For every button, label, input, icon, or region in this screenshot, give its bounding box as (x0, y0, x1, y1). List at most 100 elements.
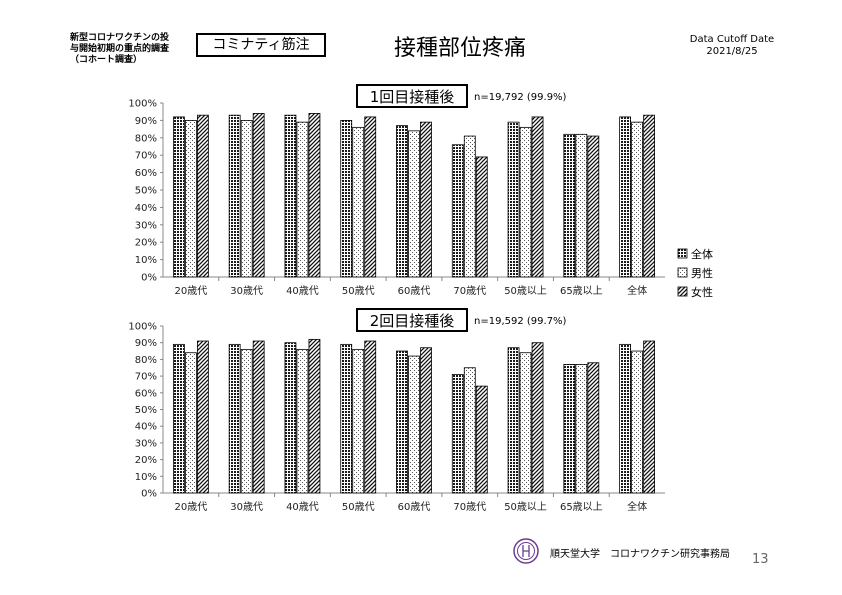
bar (507, 121, 520, 278)
bar (184, 352, 197, 494)
bar (475, 385, 488, 494)
bar (420, 121, 432, 278)
x-tick-label: 50歳以上 (504, 501, 547, 513)
x-tick-label: 60歳代 (398, 501, 431, 513)
bar (284, 342, 297, 494)
y-tick-label: 10% (135, 255, 157, 266)
chart-1: 0% 10% 20% 30% 40% 50% 60% 70% 80% 90% 100% 20歳代 30歳… (128, 84, 665, 297)
bar (352, 126, 365, 278)
y-tick-label: 80% (135, 133, 157, 144)
y-tick-label: 10% (135, 472, 157, 483)
bar (196, 114, 209, 278)
study-label-line-3: （コホート調査） (70, 55, 143, 65)
y-tick-label: 70% (135, 372, 157, 383)
bar (228, 114, 241, 278)
chart-title-box (356, 84, 468, 108)
y-tick-label: 40% (135, 422, 157, 433)
y-tick-label: 0% (141, 273, 157, 284)
cutoff-label: Data Cutoff Date (689, 34, 775, 45)
y-tick-label: 0% (141, 489, 157, 500)
footer-institution: 順天堂大学 コロナワクチン研究事務局 (550, 549, 730, 560)
legend-label: 女性 (691, 285, 713, 299)
y-tick-label: 60% (135, 388, 157, 399)
x-tick-label: 30歳代 (230, 285, 263, 297)
bar (408, 355, 420, 494)
x-tick-label: 20歳代 (175, 285, 208, 297)
bar (563, 364, 576, 494)
bar (451, 144, 464, 278)
study-label: 新型コロナワクチンの投 与開始初期の重点的調査 （コホート調査） (70, 33, 200, 66)
legend-swatch (677, 248, 688, 259)
x-tick-label: 全体 (627, 500, 647, 513)
bar (228, 343, 241, 494)
x-tick-label: 65歳以上 (560, 501, 603, 513)
bar (364, 340, 377, 494)
bar (519, 126, 532, 278)
bar (619, 116, 632, 278)
bar (475, 156, 488, 278)
y-tick-label: 100% (128, 322, 157, 333)
x-tick-label: 全体 (627, 284, 647, 297)
y-tick-label: 80% (135, 355, 157, 366)
bar (352, 348, 365, 494)
bar (252, 113, 265, 278)
x-tick-label: 40歳代 (286, 285, 319, 297)
x-tick-label: 40歳代 (286, 501, 319, 513)
y-tick-label: 20% (135, 455, 157, 466)
bar (296, 121, 309, 278)
bar (643, 340, 656, 494)
x-tick-label: 50歳代 (342, 501, 375, 513)
bar (252, 340, 265, 494)
bar (340, 120, 353, 278)
legend-swatch (677, 267, 688, 278)
x-tick-label: 60歳代 (398, 285, 431, 297)
y-tick-label: 70% (135, 151, 157, 162)
vaccine-name-box: コミナティ筋注 (196, 33, 326, 57)
bar (396, 350, 408, 494)
chart-2: 0% 10% 20% 30% 40% 50% 60% 70% 80% 90% 100% 20歳代 30歳… (128, 308, 665, 513)
bar (296, 348, 309, 494)
y-tick-label: 50% (135, 405, 157, 416)
y-tick-label: 20% (135, 238, 157, 249)
bar (308, 338, 321, 494)
page-number: 13 (752, 552, 769, 567)
y-tick-label: 30% (135, 220, 157, 231)
bar (396, 125, 408, 278)
bar (420, 347, 432, 494)
bar (240, 120, 253, 278)
bar (463, 135, 476, 278)
bar (184, 120, 197, 278)
y-tick-label: 60% (135, 168, 157, 179)
bar (172, 116, 185, 278)
bar (507, 347, 520, 494)
bar (451, 374, 464, 494)
chart-title: 2回目接種後 (370, 312, 455, 330)
x-tick-label: 30歳代 (230, 501, 263, 513)
bar (631, 121, 644, 278)
legend-swatch (677, 286, 688, 297)
bar (619, 343, 632, 494)
chart-title-box (356, 308, 468, 332)
chart-subtitle: n=19,592 (99.7%) (474, 316, 567, 327)
bar (308, 113, 321, 278)
y-tick-label: 40% (135, 203, 157, 214)
study-label-line-1: 新型コロナワクチンの投 (70, 33, 170, 43)
bar (196, 340, 209, 494)
page-title: 接種部位疼痛 (393, 36, 526, 61)
x-tick-label: 20歳代 (175, 501, 208, 513)
bar (408, 130, 420, 278)
bar (240, 348, 253, 494)
bar (531, 342, 544, 494)
bar (463, 367, 476, 494)
bar (519, 352, 532, 494)
y-tick-label: 90% (135, 338, 157, 349)
study-label-line-2: 与開始初期の重点的調査 (70, 44, 170, 54)
cutoff-date: 2021/8/25 (706, 46, 758, 57)
bar (340, 343, 353, 494)
x-tick-label: 70歳代 (453, 285, 486, 297)
university-logo (513, 538, 539, 564)
chart-title: 1回目接種後 (370, 88, 455, 106)
bar (364, 116, 377, 278)
